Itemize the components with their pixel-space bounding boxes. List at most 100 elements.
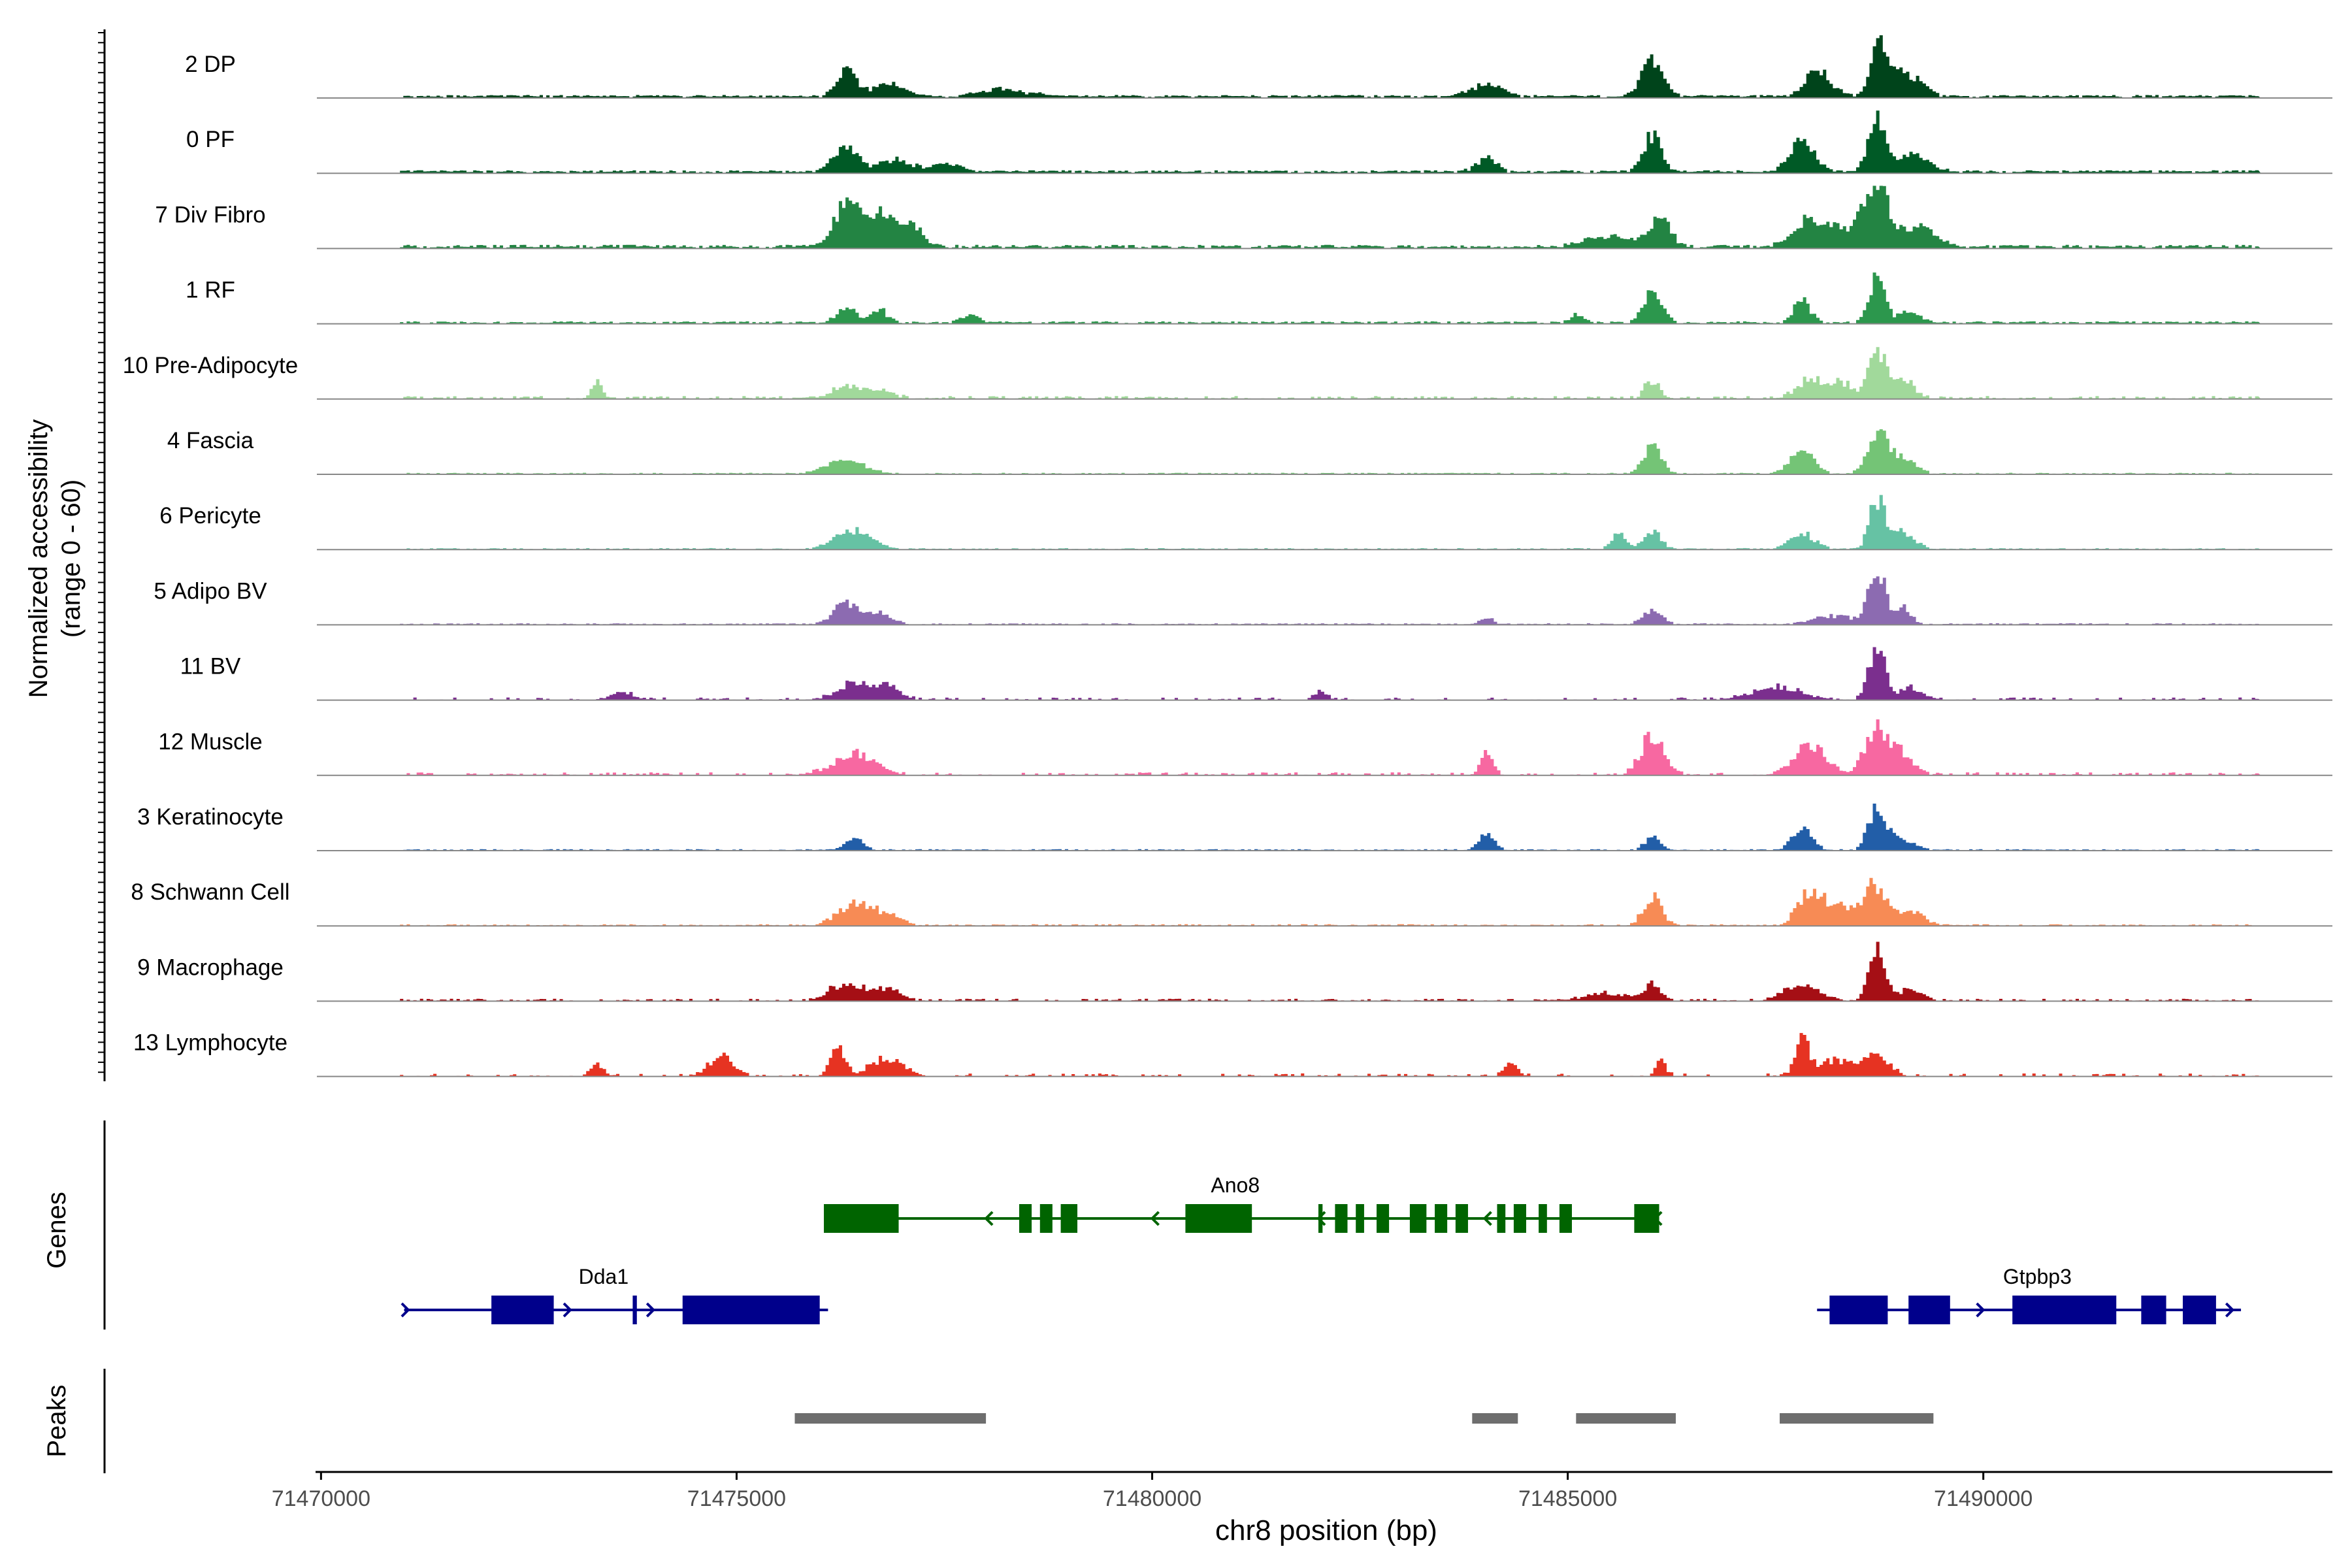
strand-arrow-icon	[1150, 1211, 1160, 1226]
x-tick-label: 71490000	[1934, 1486, 2033, 1511]
peaks-panel-label: Peaks	[42, 1384, 71, 1457]
gene-annotation-panel: Ano8 Dda1 Gtpbp3	[400, 1173, 2242, 1324]
track-12-muscle: 12 Muscle	[158, 719, 2332, 776]
y-axis-title-line1: Normalized accessibility	[24, 419, 53, 698]
track-label: 1 RF	[186, 278, 235, 303]
coverage-area	[400, 347, 2261, 399]
peaks-panel	[794, 1413, 1934, 1424]
gene-exon	[1559, 1204, 1572, 1233]
strand-arrow-icon	[1482, 1211, 1492, 1226]
track-2-dp: 2 DP	[185, 35, 2332, 99]
track-8-schwann-cell: 8 Schwann Cell	[131, 877, 2332, 927]
x-tick-label: 71475000	[687, 1486, 786, 1511]
gene-exon	[1908, 1296, 1950, 1324]
coverage-area	[400, 941, 2261, 1002]
gene-label: Gtpbp3	[2003, 1265, 2072, 1288]
track-0-pf: 0 PF	[186, 110, 2332, 174]
coverage-area	[400, 719, 2261, 776]
x-tick-label: 71480000	[1103, 1486, 1201, 1511]
track-label: 6 Pericyte	[159, 503, 261, 529]
track-4-fascia: 4 Fascia	[167, 428, 2332, 475]
coverage-area	[400, 186, 2261, 249]
track-1-rf: 1 RF	[186, 272, 2332, 325]
gene-exon	[2141, 1296, 2166, 1324]
gene-label: Dda1	[579, 1265, 629, 1288]
track-5-adipo-bv: 5 Adipo BV	[154, 576, 2332, 626]
x-tick-label: 71485000	[1518, 1486, 1617, 1511]
coverage-area	[400, 647, 2261, 700]
gene-gtpbp3: Gtpbp3	[1817, 1265, 2242, 1324]
coverage-area	[400, 272, 2261, 324]
gene-exon	[2012, 1296, 2117, 1324]
gene-ano8: Ano8	[824, 1173, 1663, 1233]
strand-arrow-icon	[1316, 1211, 1326, 1226]
peak-region	[1780, 1413, 1934, 1424]
strand-arrow-icon	[984, 1211, 994, 1226]
peak-region	[794, 1413, 987, 1424]
y-axis-title-line2: (range 0 - 60)	[57, 480, 86, 638]
coverage-area	[400, 429, 2261, 474]
track-label: 9 Macrophage	[137, 955, 284, 980]
x-axis-title: chr8 position (bp)	[1215, 1514, 1437, 1546]
track-label: 2 DP	[185, 52, 236, 77]
gene-dda1: Dda1	[400, 1265, 828, 1324]
strand-arrow-icon	[2225, 1302, 2235, 1318]
gene-exon	[1318, 1204, 1323, 1233]
track-13-lymphocyte: 13 Lymphocyte	[133, 1030, 2332, 1077]
gene-exon	[1377, 1204, 1390, 1233]
coverage-area	[400, 110, 2261, 174]
coverage-area	[400, 35, 2261, 98]
coverage-area	[400, 576, 2261, 625]
peak-region	[1576, 1413, 1676, 1424]
gene-exon	[1435, 1204, 1448, 1233]
track-label: 3 Keratinocyte	[137, 804, 284, 830]
track-label: 10 Pre-Adipocyte	[123, 353, 298, 378]
track-label: 13 Lymphocyte	[133, 1030, 287, 1056]
track-7-div-fibro: 7 Div Fibro	[155, 186, 2332, 250]
gene-exon	[1335, 1204, 1348, 1233]
gene-exon	[1455, 1204, 1468, 1233]
track-label: 4 Fascia	[167, 428, 254, 453]
gene-exon	[824, 1204, 899, 1233]
coverage-area	[400, 804, 2261, 851]
x-tick-label: 71470000	[272, 1486, 370, 1511]
strand-arrow-icon	[563, 1302, 572, 1318]
gene-label: Ano8	[1211, 1173, 1260, 1197]
track-label: 7 Div Fibro	[155, 202, 265, 227]
x-axis: 71470000 71475000 71480000 71485000 71490000	[272, 1471, 2332, 1511]
track-label: 8 Schwann Cell	[131, 879, 289, 905]
gene-exon	[2183, 1296, 2216, 1324]
track-11-bv: 11 BV	[180, 647, 2332, 701]
gene-exon	[1829, 1296, 1888, 1324]
gene-exon	[1539, 1204, 1547, 1233]
coverage-tracks: 2 DP 0 PF 7 Div Fibro 1 RF 10 Pre-Adipocyte 4…	[98, 32, 2332, 1077]
gene-exon	[1409, 1204, 1427, 1233]
gene-exon	[1497, 1204, 1506, 1233]
track-3-keratinocyte: 3 Keratinocyte	[137, 804, 2332, 851]
strand-arrow-icon	[1653, 1211, 1663, 1226]
strand-arrow-icon	[1976, 1302, 1985, 1318]
strand-arrow-icon	[400, 1302, 410, 1318]
gene-exon	[682, 1296, 820, 1324]
gene-exon	[1185, 1204, 1252, 1233]
genes-panel-label: Genes	[42, 1192, 71, 1269]
track-6-pericyte: 6 Pericyte	[159, 495, 2332, 551]
gene-exon	[1039, 1204, 1053, 1233]
track-10-pre-adipocyte: 10 Pre-Adipocyte	[123, 347, 2332, 400]
track-9-macrophage: 9 Macrophage	[137, 941, 2332, 1002]
gene-exon	[1513, 1204, 1526, 1233]
gene-exon	[1356, 1204, 1364, 1233]
track-label: 0 PF	[186, 127, 235, 152]
gene-exon	[1060, 1204, 1078, 1233]
coverage-area	[400, 877, 2261, 926]
coverage-area	[400, 495, 2261, 550]
track-label: 12 Muscle	[158, 729, 263, 755]
gene-exon	[632, 1296, 637, 1324]
strand-arrow-icon	[645, 1302, 656, 1318]
gene-exon	[491, 1296, 554, 1324]
track-label: 11 BV	[180, 654, 241, 679]
coverage-area	[400, 1033, 2261, 1077]
peak-region	[1472, 1413, 1518, 1424]
gene-exon	[1019, 1204, 1032, 1233]
